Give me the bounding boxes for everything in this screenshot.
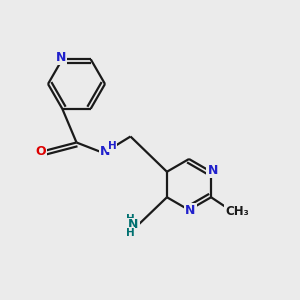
- Text: N: N: [56, 51, 66, 64]
- Text: N: N: [100, 145, 110, 158]
- Text: O: O: [35, 145, 46, 158]
- Text: H: H: [107, 141, 116, 152]
- Text: N: N: [185, 204, 196, 218]
- Text: CH₃: CH₃: [225, 205, 249, 218]
- Text: H: H: [125, 228, 134, 238]
- Text: H: H: [125, 214, 134, 224]
- Text: N: N: [207, 164, 218, 177]
- Text: N: N: [128, 218, 139, 232]
